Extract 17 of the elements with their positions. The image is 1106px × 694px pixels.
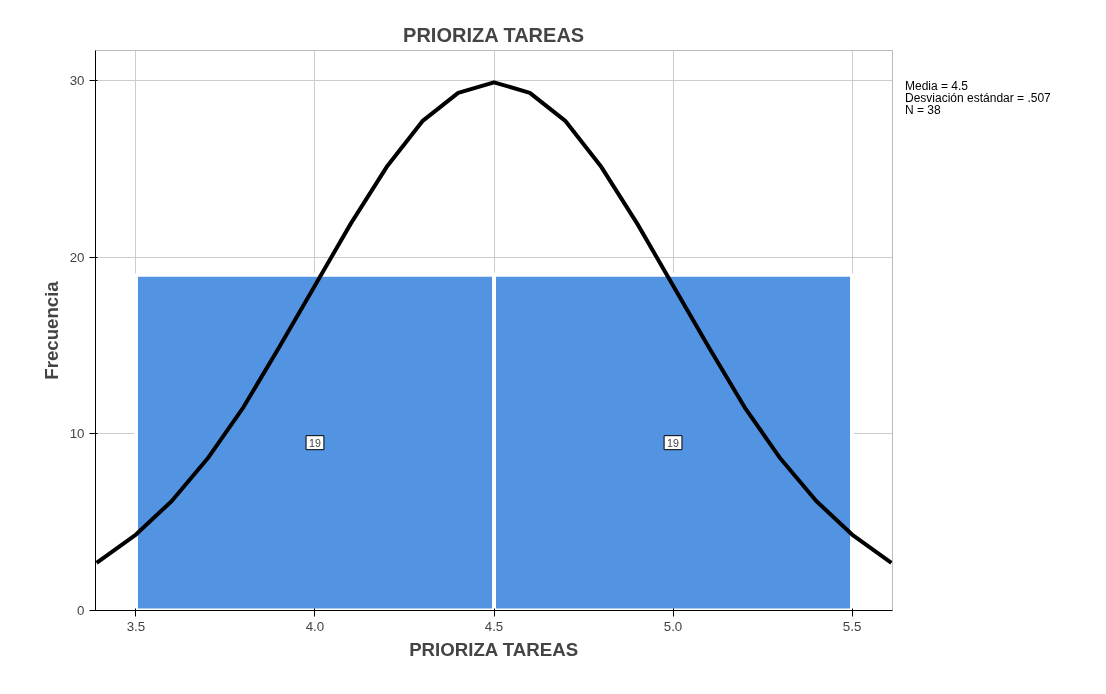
y-tick-label: 10 [69,426,85,442]
x-tick-label: 5.0 [663,618,683,634]
y-tick-label: 0 [77,603,85,618]
text: Media = 4.5 [905,79,970,93]
x-tick-label: 5.5 [842,618,862,634]
y-tick-label: 30 [69,73,85,89]
chart-title: PRIORIZA TAREAS [403,23,585,46]
y-tick-label: 20 [69,249,85,265]
x-axis-title: PRIORIZA TAREAS [409,638,579,660]
x-tick-label: 3.5 [126,618,146,634]
x-tick-label: 4.5 [484,618,504,634]
text: Desviación estándar = .507 [905,91,1051,105]
text: N = 38 [905,103,942,117]
data-label: 19 [309,436,321,449]
y-axis-title: Frecuencia [40,280,62,380]
data-label: 19 [667,436,680,449]
x-tick-label: 4.0 [305,618,325,634]
